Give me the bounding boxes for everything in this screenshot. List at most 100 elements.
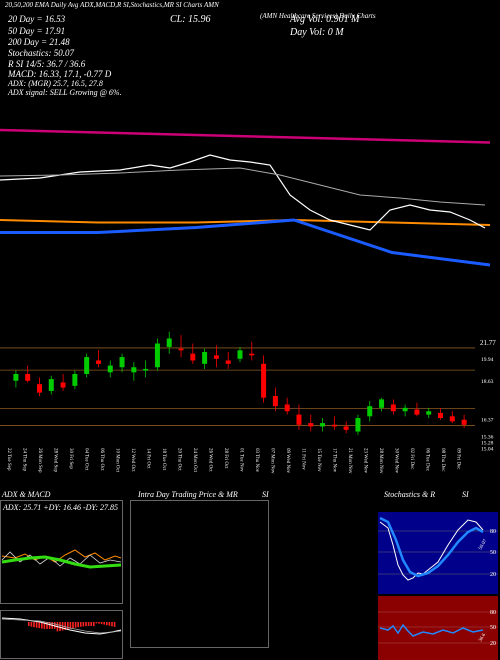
stoch-20: 20: [490, 572, 496, 578]
candle-body: [390, 404, 396, 412]
candle: [213, 345, 219, 368]
date-label: 20 Thu Oct: [177, 448, 182, 471]
price-label: 18.63: [481, 379, 494, 385]
candle: [95, 350, 101, 368]
rsi-50: 50: [490, 625, 496, 631]
candle: [461, 414, 467, 429]
macd-bar: [77, 622, 79, 628]
macd-bar: [98, 622, 100, 624]
candle: [72, 370, 78, 390]
macd-bar: [80, 622, 82, 627]
ema20-label: 20 Day = 16.53: [8, 14, 66, 24]
candle: [48, 375, 54, 395]
candle-body: [119, 357, 125, 368]
macd-bar: [108, 622, 111, 626]
adx-box: [0, 500, 123, 604]
date-label: 30 Wed Nov: [394, 448, 399, 474]
macd-bar: [74, 622, 77, 628]
candle-body: [143, 368, 149, 371]
top-strip: 20,50,200 EMA Daily Avg ADX,MACD,R SI,St…: [5, 1, 219, 9]
macd-signal-line: [1, 618, 122, 634]
date-label: 09 Wed Nov: [285, 448, 290, 474]
date-label: 28 Mon Nov: [378, 448, 383, 474]
date-label: 30 Fri Sep: [68, 448, 73, 469]
candle-body: [25, 374, 31, 381]
day-volume: Day Vol: 0 M: [290, 27, 344, 38]
candle: [343, 421, 349, 434]
candle: [414, 402, 420, 417]
macd-bar: [69, 622, 72, 629]
candle: [60, 374, 66, 391]
date-label: 09 Fri Dec: [456, 448, 461, 470]
macd-bar: [113, 622, 116, 627]
candle-body: [426, 411, 432, 415]
di-minus-line: [1, 551, 122, 567]
close-price: CL: 15.96: [170, 14, 211, 25]
chart-name: (AMN Healthcare Services) Daily Charts: [260, 12, 376, 20]
macd-bar: [85, 622, 87, 627]
rsi-80: 80: [490, 610, 496, 616]
candle-body: [414, 409, 420, 415]
candle: [202, 348, 208, 369]
ema200-line: [0, 128, 491, 144]
candle: [331, 416, 337, 430]
candle-body: [60, 382, 66, 388]
macd-bar: [95, 622, 98, 624]
candle-body: [320, 423, 326, 427]
candle-body: [379, 399, 385, 408]
candle: [25, 365, 31, 383]
date-label: 07 Mon Nov: [270, 448, 275, 474]
stoch-value-label: 50.07: [478, 538, 488, 551]
candle: [190, 343, 196, 364]
macd-bar: [87, 622, 90, 627]
rsi-line: [379, 623, 484, 637]
candle: [308, 414, 314, 432]
price-label: 15.28: [481, 440, 494, 446]
ema-overview: [0, 128, 491, 267]
candle-body: [461, 419, 467, 425]
candle: [379, 397, 385, 412]
di-plus-line: [1, 549, 122, 563]
candle: [36, 377, 42, 396]
candle: [390, 399, 396, 415]
candle: [225, 352, 231, 369]
date-label: 01 Tue Nov: [239, 448, 244, 472]
macd-bar: [67, 622, 69, 630]
candle-body: [213, 355, 219, 359]
date-label: 28 Wed Sep: [53, 448, 58, 472]
macd-value: MACD: 16.33, 17.1, -0.77 D: [8, 69, 112, 79]
date-label: 24 Thu Sep: [22, 448, 27, 471]
candle: [296, 404, 302, 430]
candle: [13, 370, 19, 388]
date-axis: 22 Tue Sep 24 Thu Sep 26 Mon Sep 28 Wed Sep…: [6, 448, 461, 474]
price-label: 15.04: [481, 446, 494, 452]
candle: [84, 353, 90, 378]
price-label: 16.37: [481, 417, 494, 423]
macd-bar: [59, 622, 61, 632]
candle: [119, 353, 125, 373]
date-label: 15 Tue Nov: [316, 448, 321, 472]
macd-bar: [90, 622, 92, 627]
candle-body: [284, 404, 290, 412]
candle: [249, 341, 255, 361]
date-label: 12 Wed Oct: [130, 448, 135, 472]
intraday-si: SI: [262, 490, 269, 499]
price-top-label: 21.77: [480, 339, 496, 347]
macd-bar: [48, 622, 51, 629]
date-label: 04 Tue Oct: [84, 448, 89, 471]
date-label: 17 Thu Nov: [332, 448, 337, 473]
candle: [261, 355, 267, 403]
candle: [166, 331, 172, 354]
stoch-rsi-panel: 80 50 20 50.07 80 50 20 36.6: [378, 512, 498, 660]
candle-body: [225, 360, 231, 364]
macd-bar: [35, 622, 38, 628]
date-label: 06 Tue Dec: [425, 448, 430, 472]
rsi-20: 20: [490, 641, 496, 647]
candle: [237, 346, 243, 363]
date-label: 18 Tue Oct: [161, 448, 166, 471]
intraday-panel-title: Intra Day Trading Price & MR: [138, 490, 238, 499]
rsi-value-label: 36.6: [478, 632, 487, 643]
candle-body: [296, 414, 302, 425]
